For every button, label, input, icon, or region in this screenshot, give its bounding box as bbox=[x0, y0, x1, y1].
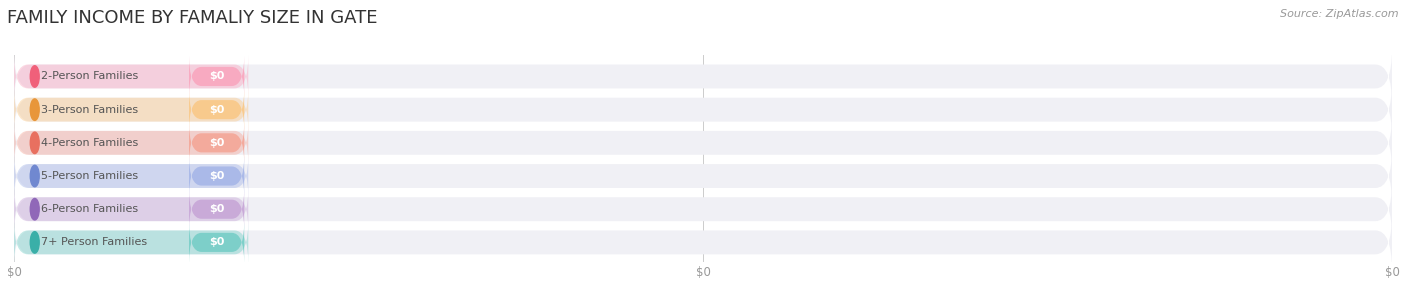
FancyBboxPatch shape bbox=[14, 214, 1392, 270]
Circle shape bbox=[31, 165, 39, 187]
FancyBboxPatch shape bbox=[14, 88, 249, 131]
Text: 7+ Person Families: 7+ Person Families bbox=[41, 237, 148, 247]
Circle shape bbox=[31, 99, 39, 120]
Text: 3-Person Families: 3-Person Families bbox=[41, 105, 138, 115]
FancyBboxPatch shape bbox=[188, 89, 245, 130]
Text: 4-Person Families: 4-Person Families bbox=[41, 138, 138, 148]
FancyBboxPatch shape bbox=[188, 222, 245, 263]
FancyBboxPatch shape bbox=[14, 155, 249, 197]
FancyBboxPatch shape bbox=[14, 148, 1392, 204]
Circle shape bbox=[31, 132, 39, 154]
Circle shape bbox=[31, 231, 39, 253]
FancyBboxPatch shape bbox=[14, 115, 1392, 171]
FancyBboxPatch shape bbox=[14, 221, 249, 264]
FancyBboxPatch shape bbox=[188, 123, 245, 163]
Text: $0: $0 bbox=[209, 71, 225, 81]
FancyBboxPatch shape bbox=[14, 122, 249, 164]
Circle shape bbox=[31, 199, 39, 220]
Text: 5-Person Families: 5-Person Families bbox=[41, 171, 138, 181]
Text: FAMILY INCOME BY FAMALIY SIZE IN GATE: FAMILY INCOME BY FAMALIY SIZE IN GATE bbox=[7, 9, 378, 27]
FancyBboxPatch shape bbox=[188, 156, 245, 196]
FancyBboxPatch shape bbox=[14, 181, 1392, 237]
FancyBboxPatch shape bbox=[14, 188, 249, 231]
Text: $0: $0 bbox=[209, 204, 225, 214]
FancyBboxPatch shape bbox=[188, 56, 245, 97]
Text: 2-Person Families: 2-Person Families bbox=[41, 71, 138, 81]
Text: $0: $0 bbox=[209, 105, 225, 115]
FancyBboxPatch shape bbox=[188, 189, 245, 230]
Text: $0: $0 bbox=[209, 237, 225, 247]
FancyBboxPatch shape bbox=[14, 82, 1392, 138]
Text: $0: $0 bbox=[209, 171, 225, 181]
FancyBboxPatch shape bbox=[14, 55, 249, 98]
FancyBboxPatch shape bbox=[14, 48, 1392, 104]
Text: 6-Person Families: 6-Person Families bbox=[41, 204, 138, 214]
Circle shape bbox=[31, 66, 39, 87]
Text: $0: $0 bbox=[209, 138, 225, 148]
Text: Source: ZipAtlas.com: Source: ZipAtlas.com bbox=[1281, 9, 1399, 19]
